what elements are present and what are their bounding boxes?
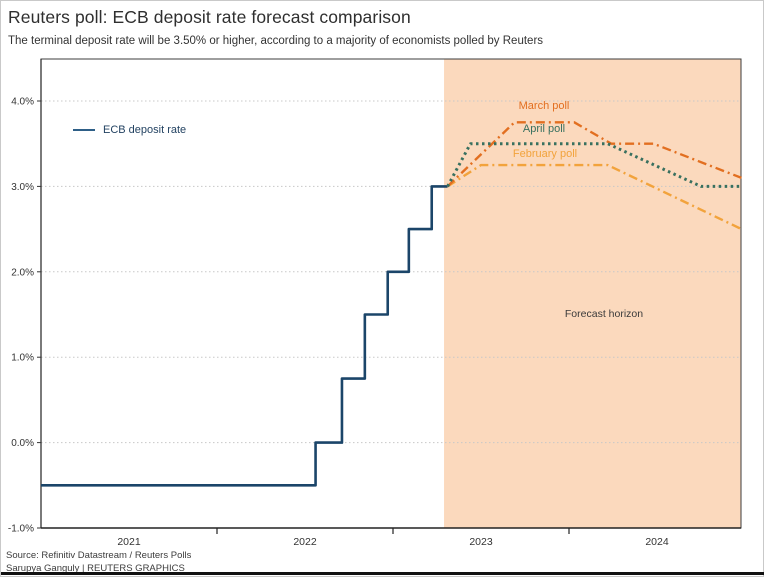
chart-footer: Source: Refinitiv Datastream / Reuters P…: [6, 549, 191, 575]
y-tick-label: 1.0%: [11, 353, 34, 364]
x-tick-label: 2021: [117, 536, 141, 548]
x-tick-label: 2022: [293, 536, 317, 548]
page-subtitle: The terminal deposit rate will be 3.50% …: [8, 35, 544, 47]
x-tick-label: 2024: [645, 536, 669, 548]
y-tick-label: 2.0%: [11, 267, 34, 278]
forecast-region: [444, 59, 742, 528]
annotation-label: March poll: [519, 100, 570, 112]
series-march-poll: [446, 121, 742, 188]
x-tick-label: 2023: [469, 536, 493, 548]
annotation-label: Forecast horizon: [565, 308, 643, 320]
y-tick-label: 0.0%: [11, 438, 34, 449]
series-february-poll: [446, 163, 742, 231]
bottom-rule: [1, 572, 764, 575]
y-tick-label: -1.0%: [8, 524, 34, 535]
y-tick-label: 4.0%: [11, 97, 34, 108]
source-line: Source: Refinitiv Datastream / Reuters P…: [6, 550, 192, 561]
legend-line-swatch: [73, 129, 95, 131]
page-title: Reuters poll: ECB deposit rate forecast …: [8, 7, 411, 27]
series-ecb-deposit-rate: [41, 185, 448, 487]
annotation-label: February poll: [513, 148, 577, 160]
y-tick-label: 3.0%: [11, 182, 34, 193]
legend-label: ECB deposit rate: [103, 124, 187, 136]
legend: ECB deposit rate: [73, 124, 186, 136]
chart-header: Reuters poll: ECB deposit rate forecast …: [8, 7, 748, 47]
credit-line: Sarupya Ganguly | REUTERS GRAPHICS: [6, 563, 185, 574]
series-april-poll: [446, 142, 742, 188]
annotation-label: April poll: [523, 123, 565, 135]
